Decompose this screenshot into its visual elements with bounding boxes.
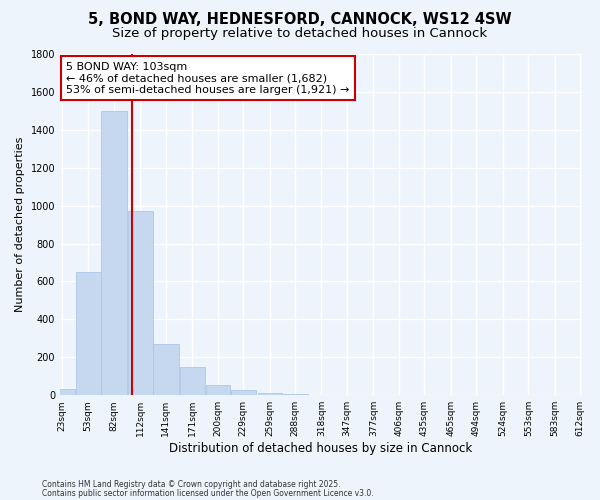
- Bar: [49, 388, 75, 395]
- Bar: [206, 385, 230, 395]
- Bar: [128, 212, 153, 395]
- Text: Size of property relative to detached houses in Cannock: Size of property relative to detached ho…: [112, 28, 488, 40]
- Bar: [231, 390, 256, 395]
- Y-axis label: Number of detached properties: Number of detached properties: [15, 137, 25, 312]
- Bar: [310, 394, 334, 395]
- Bar: [283, 394, 308, 395]
- Text: Contains public sector information licensed under the Open Government Licence v3: Contains public sector information licen…: [42, 488, 374, 498]
- Bar: [257, 394, 283, 395]
- Text: 5, BOND WAY, HEDNESFORD, CANNOCK, WS12 4SW: 5, BOND WAY, HEDNESFORD, CANNOCK, WS12 4…: [88, 12, 512, 28]
- Text: Contains HM Land Registry data © Crown copyright and database right 2025.: Contains HM Land Registry data © Crown c…: [42, 480, 341, 489]
- Bar: [76, 272, 101, 395]
- Bar: [154, 344, 179, 395]
- X-axis label: Distribution of detached houses by size in Cannock: Distribution of detached houses by size …: [169, 442, 473, 455]
- Bar: [101, 111, 127, 395]
- Text: 5 BOND WAY: 103sqm
← 46% of detached houses are smaller (1,682)
53% of semi-deta: 5 BOND WAY: 103sqm ← 46% of detached hou…: [66, 62, 350, 95]
- Bar: [180, 367, 205, 395]
